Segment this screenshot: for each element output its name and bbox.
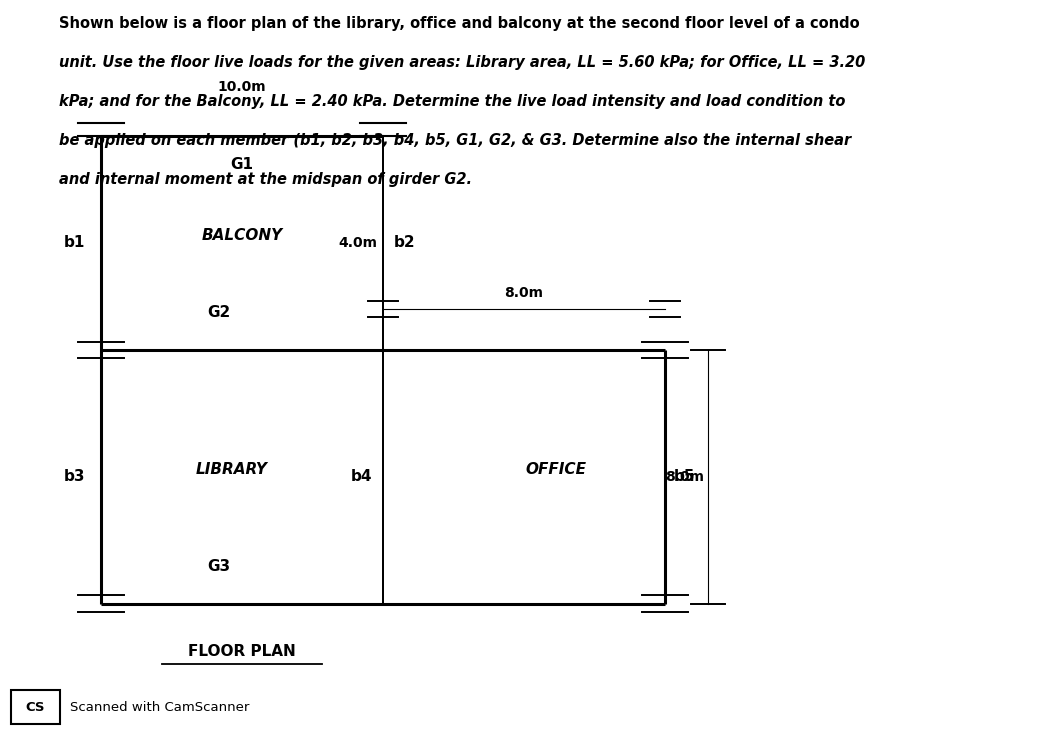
Text: b2: b2 [394,236,415,250]
Text: b3: b3 [64,469,85,484]
Text: and internal moment at the midspan of girder G2.: and internal moment at the midspan of gi… [59,172,471,187]
Text: 8.0m: 8.0m [504,286,544,300]
Text: CS: CS [26,701,45,714]
Text: LIBRARY: LIBRARY [196,461,267,477]
Text: Shown below is a floor plan of the library, office and balcony at the second flo: Shown below is a floor plan of the libra… [59,16,859,31]
Text: 4.0m: 4.0m [338,236,378,250]
Text: b1: b1 [64,236,85,250]
Text: BALCONY: BALCONY [201,228,283,243]
Text: b4: b4 [351,469,372,484]
Text: OFFICE: OFFICE [526,461,586,477]
Text: kPa; and for the Balcony, LL = 2.40 kPa. Determine the live load intensity and l: kPa; and for the Balcony, LL = 2.40 kPa.… [59,94,845,109]
Text: Scanned with CamScanner: Scanned with CamScanner [70,701,250,714]
Text: 8.0m: 8.0m [665,470,704,484]
Text: G3: G3 [207,559,231,574]
Text: be applied on each member (b1, b2, b3, b4, b5, G1, G2, & G3. Determine also the : be applied on each member (b1, b2, b3, b… [59,133,851,148]
Text: 10.0m: 10.0m [218,80,266,94]
Text: b5: b5 [674,469,695,484]
Text: G2: G2 [207,305,231,320]
Text: FLOOR PLAN: FLOOR PLAN [188,644,296,659]
FancyBboxPatch shape [11,690,60,724]
Text: unit. Use the floor live loads for the given areas: Library area, LL = 5.60 kPa;: unit. Use the floor live loads for the g… [59,55,865,70]
Text: G1: G1 [231,157,253,171]
